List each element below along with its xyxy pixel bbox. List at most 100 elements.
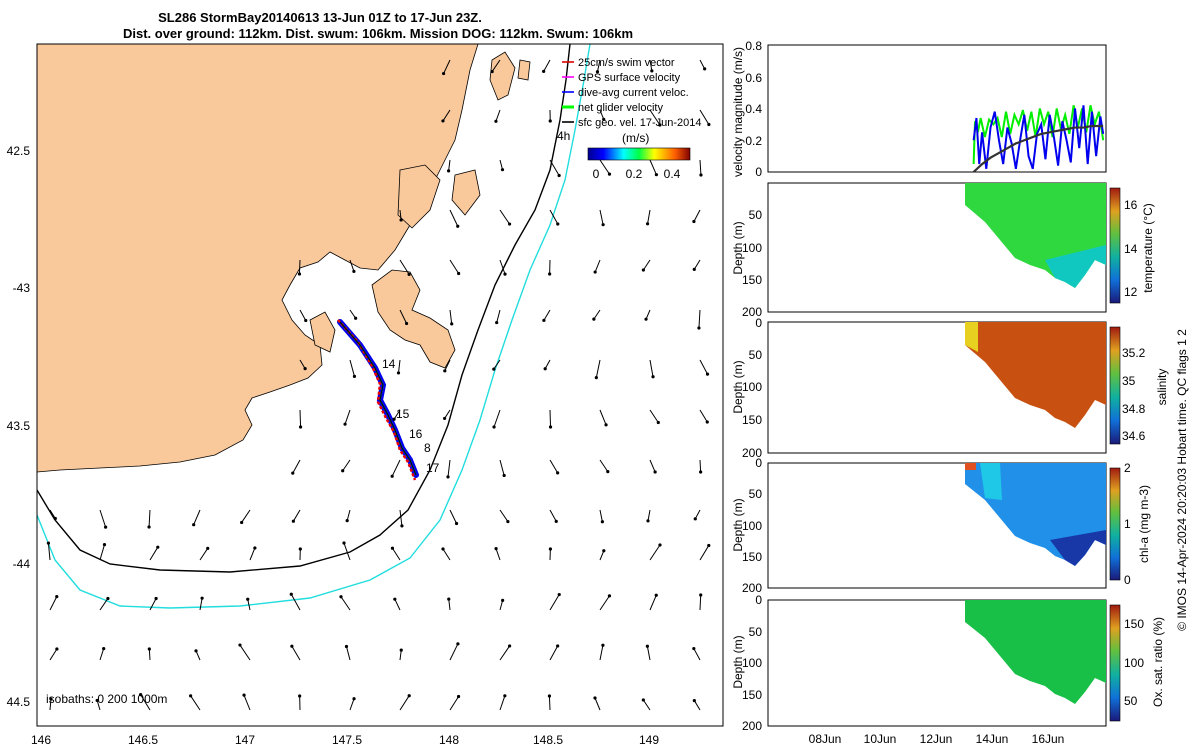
current-vector xyxy=(493,359,501,370)
current-vector-head xyxy=(352,697,356,701)
current-vector-head xyxy=(240,520,244,525)
current-vector xyxy=(399,259,410,275)
current-vector xyxy=(599,550,605,561)
current-vector xyxy=(543,309,551,321)
current-vector-head xyxy=(542,69,546,73)
legend-swim: 25cm/s swim vector xyxy=(578,57,675,69)
map-xtick-4: 148 xyxy=(439,733,459,747)
current-vector-head xyxy=(343,422,347,426)
current-vector xyxy=(544,359,551,369)
current-vector-head xyxy=(593,270,597,274)
chla-cb-tick-0: 0 xyxy=(1124,573,1131,587)
current-vector xyxy=(343,542,351,561)
current-vector-head xyxy=(441,547,445,551)
current-vector xyxy=(199,598,203,611)
current-vector xyxy=(149,546,159,561)
current-vector xyxy=(349,698,355,711)
current-vector-head xyxy=(548,119,552,123)
current-vector xyxy=(291,645,301,661)
current-vector-head xyxy=(55,647,59,651)
current-vector-head xyxy=(556,644,560,648)
map-ytick-3: -44 xyxy=(13,557,31,571)
current-vector-head xyxy=(543,367,547,371)
current-vector xyxy=(298,259,301,275)
current-vector xyxy=(442,109,451,122)
current-vector-head xyxy=(542,318,546,322)
current-vector-head xyxy=(454,521,459,526)
ox-cb-label: Ox. sat. ratio (%) xyxy=(1151,617,1165,707)
ox-cb-tick-1: 100 xyxy=(1124,656,1144,670)
current-vector-head xyxy=(55,595,59,599)
speed-colorbar xyxy=(587,147,691,161)
current-vector-head xyxy=(656,420,660,425)
current-vector-head xyxy=(699,173,703,177)
current-vector xyxy=(449,309,453,324)
sal-ytick-4: 200 xyxy=(742,446,762,460)
sal-cb-tick-3: 35.2 xyxy=(1122,346,1146,360)
current-vector-head xyxy=(607,594,612,598)
current-vector-head xyxy=(490,69,494,74)
current-vector-head xyxy=(242,693,246,697)
current-vector xyxy=(447,459,451,477)
current-vector-head xyxy=(291,471,295,475)
temp-ytick-2: 100 xyxy=(742,241,762,255)
chla-band xyxy=(980,463,1002,500)
current-vector-head xyxy=(443,416,447,421)
current-vector-head xyxy=(548,547,552,551)
current-vector xyxy=(393,409,401,420)
current-vector xyxy=(693,648,701,661)
current-vector-head xyxy=(592,317,596,321)
current-vector xyxy=(299,309,307,321)
sal-cb-tick-0: 34.6 xyxy=(1122,429,1146,443)
time-xtick-3: 14Jun xyxy=(976,732,1009,746)
current-vector xyxy=(491,59,501,72)
current-vector-head xyxy=(604,423,608,427)
map-xtick-0: 146 xyxy=(31,733,51,747)
current-vector xyxy=(292,459,301,474)
current-vector xyxy=(649,544,661,561)
current-vector xyxy=(699,545,710,561)
current-vector-head xyxy=(200,596,204,600)
current-vector-head xyxy=(341,469,345,473)
current-vector-head xyxy=(404,321,409,326)
chla-ylabel: Depth (m) xyxy=(731,498,745,551)
current-vector-head xyxy=(503,272,507,276)
current-vector xyxy=(299,409,302,428)
current-vector xyxy=(699,359,708,375)
current-vector xyxy=(595,359,601,378)
map-ytick-0: 42.5 xyxy=(7,144,31,158)
current-vector xyxy=(349,309,357,319)
current-vector-head xyxy=(352,374,357,379)
hour-label: 4h xyxy=(557,129,570,143)
current-vector xyxy=(549,159,560,176)
current-vector-head xyxy=(601,643,605,647)
isobath-label: isobaths: 0 200 1000m xyxy=(46,692,167,706)
ox-ytick-3: 150 xyxy=(742,688,762,702)
current-vector-head xyxy=(106,596,110,601)
current-vector-head xyxy=(345,519,349,523)
current-vector-head xyxy=(602,117,606,121)
salinity-field xyxy=(965,322,1106,428)
chla-cb-tick-1: 1 xyxy=(1124,517,1131,531)
map-xtick-3: 147.5 xyxy=(332,733,362,747)
temperature-cool-zone xyxy=(1045,245,1106,288)
current-vector xyxy=(243,694,251,711)
current-vector xyxy=(698,309,701,328)
title-line1: SL286 StormBay20140613 13-Jun 01Z to 17-… xyxy=(158,10,482,25)
current-vector-head xyxy=(644,317,648,321)
current-vector-head xyxy=(154,596,158,601)
isobath-200 xyxy=(37,44,571,573)
current-vector-head xyxy=(699,470,703,474)
current-vector-head xyxy=(441,119,445,123)
current-vector xyxy=(549,209,559,225)
current-vector xyxy=(249,547,256,561)
current-vector xyxy=(699,594,702,611)
current-vector xyxy=(444,359,451,372)
current-vector-head xyxy=(447,597,451,601)
current-vector xyxy=(398,359,401,373)
current-vector xyxy=(399,309,408,324)
chla-ytick-3: 150 xyxy=(742,550,762,564)
time-xtick-4: 16Jun xyxy=(1032,732,1065,746)
current-vector xyxy=(649,59,653,71)
current-vector-head xyxy=(102,646,106,651)
